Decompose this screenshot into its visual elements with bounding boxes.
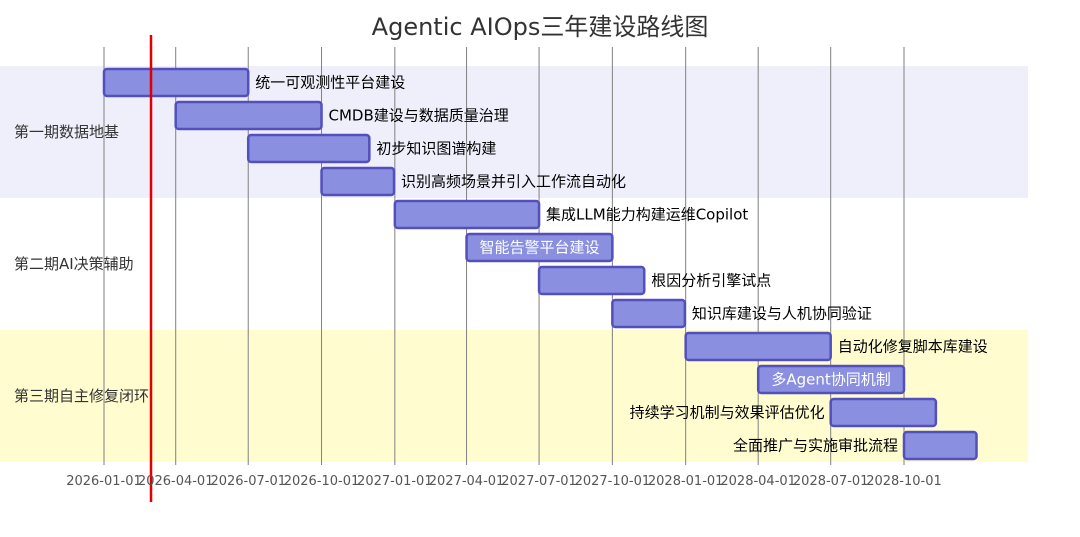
x-axis-ticks: 2026-01-012026-04-012026-07-012026-10-01… bbox=[66, 474, 942, 489]
task-bar bbox=[684, 331, 832, 362]
task-label: 智能告警平台建设 bbox=[479, 239, 599, 257]
task-bar bbox=[102, 67, 250, 98]
task-bar bbox=[902, 430, 978, 461]
section-band bbox=[0, 330, 1028, 462]
task-bar bbox=[537, 265, 646, 296]
task-label: 多Agent协同机制 bbox=[771, 371, 890, 389]
x-tick-label: 2028-10-01 bbox=[866, 474, 942, 489]
x-tick-label: 2026-07-01 bbox=[210, 474, 286, 489]
task-bars: 统一可观测性平台建设 CMDB建设与数据质量治理初步知识图谱构建识别高频场景并引入… bbox=[102, 67, 988, 461]
x-tick-label: 2026-01-01 bbox=[66, 474, 142, 489]
task-bar bbox=[320, 166, 396, 197]
task-bar bbox=[465, 232, 614, 263]
task-label: 根因分析引擎试点 bbox=[651, 272, 771, 290]
section-label: 第三期自主修复闭环 bbox=[14, 387, 149, 405]
x-tick-label: 2027-10-01 bbox=[575, 474, 651, 489]
x-tick-label: 2027-07-01 bbox=[501, 474, 577, 489]
task-bar bbox=[756, 364, 906, 395]
task-label: 自动化修复脚本库建设 bbox=[838, 338, 988, 356]
chart-title: Agentic AIOps三年建设路线图 bbox=[372, 13, 709, 41]
task-label: 知识库建设与人机协同验证 bbox=[692, 305, 872, 323]
task-label: 集成LLM能力构建运维Copilot bbox=[546, 206, 748, 224]
task-bar bbox=[611, 298, 687, 329]
x-tick-label: 2028-04-01 bbox=[720, 474, 796, 489]
x-tick-label: 2026-10-01 bbox=[284, 474, 360, 489]
x-tick-label: 2026-04-01 bbox=[138, 474, 214, 489]
task-bar bbox=[174, 100, 323, 131]
task-bar bbox=[829, 397, 938, 428]
x-tick-label: 2027-01-01 bbox=[357, 474, 433, 489]
task-label: 初步知识图谱构建 bbox=[376, 140, 496, 158]
x-tick-label: 2028-07-01 bbox=[793, 474, 869, 489]
x-tick-label: 2028-01-01 bbox=[648, 474, 724, 489]
task-label: 持续学习机制与效果评估优化 bbox=[630, 404, 825, 422]
task-label: 全面推广与实施审批流程 bbox=[733, 437, 898, 455]
x-tick-label: 2027-04-01 bbox=[429, 474, 505, 489]
task-label: CMDB建设与数据质量治理 bbox=[329, 107, 509, 125]
section-label: 第二期AI决策辅助 bbox=[14, 255, 134, 273]
section-label: 第一期数据地基 bbox=[14, 123, 119, 141]
task-bar bbox=[246, 133, 371, 164]
task-label: 识别高频场景并引入工作流自动化 bbox=[401, 173, 626, 191]
task-label: 统一可观测性平台建设 bbox=[255, 74, 405, 92]
task-bar bbox=[393, 199, 541, 230]
